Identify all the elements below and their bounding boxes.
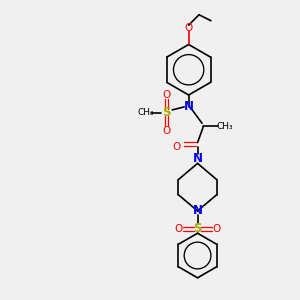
Text: CH₃: CH₃ [217, 122, 233, 131]
Text: O: O [184, 23, 193, 33]
Text: CH₃: CH₃ [137, 108, 154, 117]
Text: O: O [162, 90, 170, 100]
Text: O: O [162, 126, 170, 136]
Text: N: N [193, 204, 202, 218]
Text: S: S [162, 106, 171, 119]
Text: O: O [174, 224, 182, 234]
Text: O: O [213, 224, 221, 234]
Text: O: O [172, 142, 181, 152]
Text: N: N [184, 100, 194, 113]
Text: S: S [193, 222, 202, 235]
Text: N: N [193, 152, 202, 165]
